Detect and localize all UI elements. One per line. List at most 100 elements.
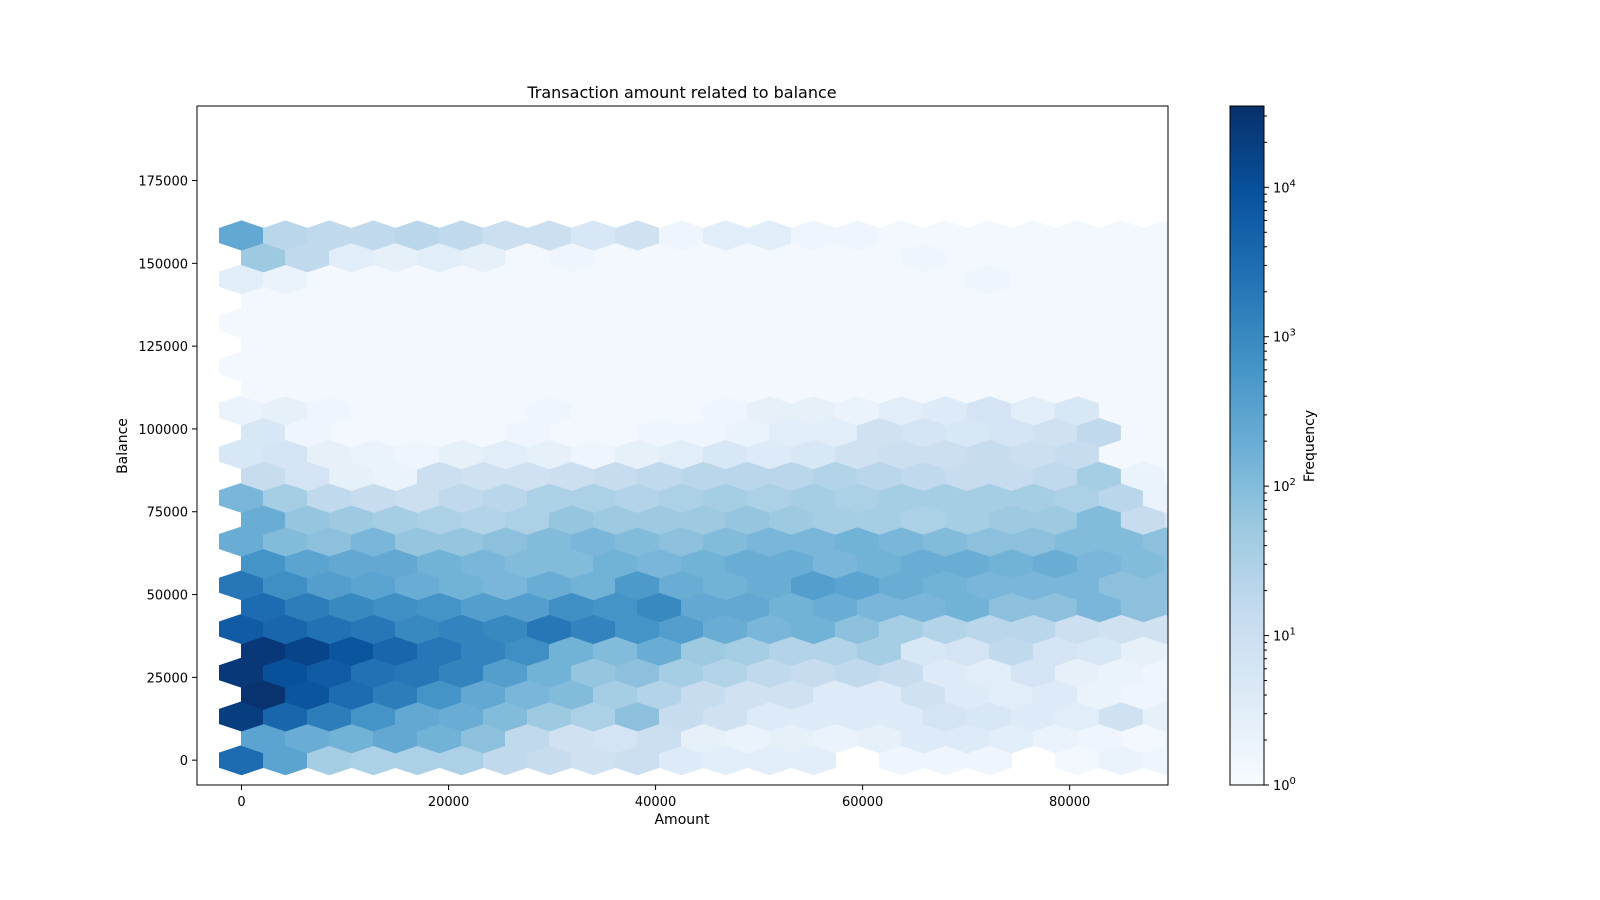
hex-cell xyxy=(1010,657,1056,688)
hex-cell xyxy=(1473,680,1518,710)
hex-cell xyxy=(834,526,880,557)
hex-cell xyxy=(1120,548,1166,579)
hex-cell xyxy=(1451,570,1496,600)
hex-cell xyxy=(747,307,792,338)
hex-cell xyxy=(791,395,836,426)
hex-cell xyxy=(549,373,594,404)
hex-cell xyxy=(878,395,924,426)
hex-cell xyxy=(1341,723,1386,753)
hex-cell xyxy=(329,548,374,579)
hex-cell xyxy=(1032,329,1078,360)
hex-cell xyxy=(878,307,924,338)
hex-cell xyxy=(1010,526,1056,557)
hex-cell xyxy=(944,373,990,404)
hex-cell xyxy=(1385,723,1430,753)
hex-cell xyxy=(681,548,726,579)
hex-cell xyxy=(1473,417,1518,447)
hex-cell xyxy=(1429,548,1474,578)
hex-cell xyxy=(834,613,880,645)
hex-cell xyxy=(241,592,286,623)
hex-cell xyxy=(1517,461,1562,491)
hex-cell xyxy=(922,220,968,251)
hex-cell xyxy=(1363,395,1408,425)
hex-cell xyxy=(1076,373,1122,404)
hex-cell xyxy=(571,395,616,426)
hex-cell xyxy=(527,482,572,513)
hex-cell xyxy=(1164,423,1168,441)
hex-cell xyxy=(1583,395,1600,425)
hex-cell xyxy=(1495,308,1540,338)
hex-cell xyxy=(505,286,550,317)
hex-cell xyxy=(351,745,396,776)
hex-cell xyxy=(1120,504,1166,535)
hex-cell xyxy=(856,592,902,623)
hex-cell xyxy=(439,745,484,776)
hex-cell xyxy=(1363,483,1408,513)
hex-cell xyxy=(725,635,770,666)
hex-cell xyxy=(1098,482,1144,513)
hex-cell xyxy=(395,351,440,382)
hex-cell xyxy=(1385,242,1430,272)
hex-cell xyxy=(307,307,352,338)
hex-cell xyxy=(1076,504,1122,535)
hex-cell xyxy=(769,548,814,579)
hex-cell xyxy=(944,592,990,623)
hex-cell xyxy=(813,548,858,579)
hex-cell xyxy=(593,723,638,754)
hex-cell xyxy=(1363,614,1408,644)
hex-cell xyxy=(922,395,968,426)
hex-cell xyxy=(703,307,748,338)
hex-cell xyxy=(747,220,792,251)
hex-cell xyxy=(659,657,704,688)
hex-cell xyxy=(461,679,506,710)
hex-cell xyxy=(988,417,1034,448)
hex-cell xyxy=(1407,395,1452,425)
hex-cell xyxy=(681,417,726,448)
hex-cell xyxy=(263,439,308,470)
hex-cell xyxy=(1076,592,1122,623)
hex-cell xyxy=(1098,351,1144,382)
hex-cell xyxy=(637,723,682,754)
hex-cell xyxy=(1495,527,1540,557)
hex-cell xyxy=(834,701,880,732)
hex-cell xyxy=(373,417,418,448)
hex-cell xyxy=(813,635,858,666)
hex-cell xyxy=(813,373,858,404)
hex-cell xyxy=(1142,701,1168,732)
hex-cell xyxy=(1297,723,1342,753)
hex-cell xyxy=(1495,395,1540,425)
hex-cell xyxy=(1142,395,1168,426)
hex-cell xyxy=(900,286,946,317)
hex-cell xyxy=(1385,330,1430,360)
hex-cell xyxy=(1495,658,1540,688)
hex-cell xyxy=(1385,505,1430,535)
hex-cell xyxy=(395,264,440,295)
hex-cell xyxy=(439,439,484,470)
hex-cell xyxy=(505,548,550,579)
hex-cell xyxy=(527,701,572,732)
hex-cell xyxy=(219,264,264,295)
hex-cell xyxy=(1054,439,1100,470)
colorbar-label: Frequency xyxy=(1302,410,1318,482)
hex-cell xyxy=(439,220,484,251)
hex-cell xyxy=(1187,658,1232,688)
hex-cell xyxy=(1561,680,1600,710)
hex-cell xyxy=(1583,439,1600,469)
hex-cell xyxy=(1098,745,1144,776)
hex-cell xyxy=(549,242,594,273)
hex-cell xyxy=(285,548,330,579)
hex-cell xyxy=(1164,336,1168,354)
hex-cell xyxy=(351,570,396,601)
hex-cell xyxy=(263,351,308,382)
hex-cell xyxy=(1120,592,1166,623)
hex-cell xyxy=(1142,570,1168,601)
hex-cell xyxy=(813,460,858,491)
hex-cell xyxy=(571,745,616,776)
hex-cell xyxy=(1076,548,1122,579)
hex-cell xyxy=(351,307,396,338)
y-axis-label: Balance xyxy=(115,418,131,474)
hex-cell xyxy=(1275,264,1320,294)
hex-cell xyxy=(1032,373,1078,404)
hex-cell xyxy=(1054,264,1100,295)
hex-cell xyxy=(241,286,286,317)
